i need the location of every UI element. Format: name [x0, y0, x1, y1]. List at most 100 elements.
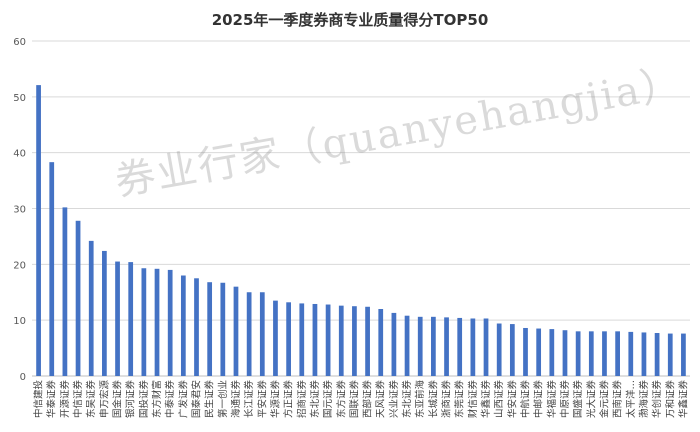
bar	[88, 240, 94, 376]
x-tick-label: 东方证券	[335, 380, 347, 419]
bar	[246, 292, 252, 376]
x-tick-label: 东吴证券	[85, 380, 97, 419]
bar	[681, 333, 686, 376]
x-tick-label: 金元证券	[598, 380, 610, 419]
bar	[233, 286, 239, 376]
bar	[338, 305, 344, 376]
x-tick-label: 申万宏源	[98, 380, 110, 419]
x-tick-label: 华安证券	[506, 380, 518, 419]
x-tick-label: 山西证券	[493, 380, 505, 419]
x-tick-label: 西部证券	[362, 380, 374, 419]
bar	[167, 269, 173, 376]
y-tick-label: 30	[13, 205, 26, 216]
x-tick-label: 太平洋…	[625, 380, 637, 418]
y-tick-label: 50	[13, 93, 26, 104]
bar	[444, 317, 449, 376]
x-tick-label: 万和证券	[664, 380, 676, 419]
x-tick-label: 国元证券	[322, 380, 334, 419]
x-tick-label: 中信证券	[72, 380, 84, 419]
chart-title: 2025年一季度券商专业质量得分TOP50	[212, 11, 489, 29]
bar	[299, 303, 305, 376]
x-tick-label: 方正证券	[283, 380, 295, 419]
x-tick-label: 东方财富	[151, 380, 163, 418]
y-tick-label: 0	[20, 372, 26, 383]
bar	[496, 323, 502, 376]
bar	[365, 306, 370, 376]
x-tick-label: 民生证券	[204, 380, 216, 419]
bar	[75, 220, 81, 376]
x-tick-label: 浙商证券	[441, 380, 453, 419]
bar	[154, 268, 160, 376]
x-tick-label: 国金证券	[112, 380, 124, 419]
bar	[404, 315, 410, 376]
x-tick-label: 国盛证券	[572, 380, 584, 419]
x-tick-label: 东亚前海	[414, 380, 426, 419]
bar	[523, 327, 528, 376]
bar	[509, 324, 515, 376]
bar	[36, 85, 41, 376]
bar	[562, 330, 568, 376]
bar	[325, 304, 331, 376]
x-tick-label: 中航证券	[520, 380, 532, 419]
x-tick-label: 兴业证券	[388, 380, 400, 419]
bar	[62, 207, 68, 376]
bar	[628, 331, 634, 376]
x-tick-label: 西南证券	[612, 380, 624, 419]
x-tick-label: 华鑫证券	[480, 380, 492, 419]
bar	[431, 316, 436, 376]
bar	[470, 318, 476, 376]
bar	[654, 333, 660, 376]
bar	[352, 306, 357, 376]
bar	[220, 282, 226, 376]
bar	[49, 162, 55, 376]
bar	[128, 262, 134, 376]
x-tick-label: 华源证券	[269, 380, 281, 419]
bar	[391, 312, 397, 376]
y-tick-label: 20	[13, 260, 26, 271]
x-tick-label: 国联证券	[348, 380, 360, 419]
x-tick-label: 第一创业	[217, 380, 229, 418]
x-tick-label: 中原证券	[559, 380, 571, 419]
x-tick-label: 开源证券	[59, 380, 71, 419]
bar	[602, 331, 607, 376]
bar	[641, 332, 647, 376]
bar	[115, 261, 120, 376]
bar	[207, 282, 213, 376]
x-tick-label: 中邮证券	[533, 380, 545, 419]
x-tick-label: 东北证券	[309, 380, 321, 419]
x-tick-label: 华福证券	[546, 380, 558, 419]
bar	[259, 292, 265, 376]
y-axis-ticks: 0 10 20 30 40 50 60	[13, 37, 26, 383]
x-tick-label: 中泰证券	[164, 380, 176, 419]
bar	[180, 275, 186, 376]
bar	[312, 303, 318, 376]
x-tick-label: 广发证券	[177, 380, 189, 419]
x-tick-label: 光大证券	[585, 380, 597, 419]
bars	[36, 85, 686, 376]
bar	[194, 278, 199, 376]
bar	[615, 331, 620, 376]
bar	[273, 300, 278, 376]
x-tick-label: 华创证券	[651, 380, 663, 419]
x-tick-label: 华鑫证券	[677, 380, 689, 419]
x-tick-label: 中信建投	[33, 380, 45, 419]
x-tick-label: 长江证券	[243, 380, 255, 419]
bar	[575, 331, 581, 376]
x-tick-label: 天风证券	[375, 380, 387, 419]
y-tick-label: 60	[13, 37, 26, 48]
x-axis-ticks: 中信建投 华泰证券 开源证券 中信证券 东吴证券 申万宏源 国金证券 银河证券 国投证券 东方财富…	[33, 380, 690, 419]
x-tick-label: 东莞证券	[454, 380, 466, 419]
y-tick-label: 40	[13, 149, 26, 160]
bar	[457, 317, 463, 376]
x-tick-label: 国泰君安	[191, 380, 203, 418]
x-tick-label: 长城证券	[427, 380, 439, 419]
bar	[417, 316, 423, 376]
bar	[102, 250, 107, 376]
bar	[549, 329, 555, 376]
bar	[667, 333, 673, 376]
x-tick-label: 华泰证券	[46, 380, 58, 419]
x-tick-label: 国投证券	[138, 380, 150, 419]
bar	[536, 328, 542, 376]
x-tick-label: 银河证券	[125, 380, 137, 419]
